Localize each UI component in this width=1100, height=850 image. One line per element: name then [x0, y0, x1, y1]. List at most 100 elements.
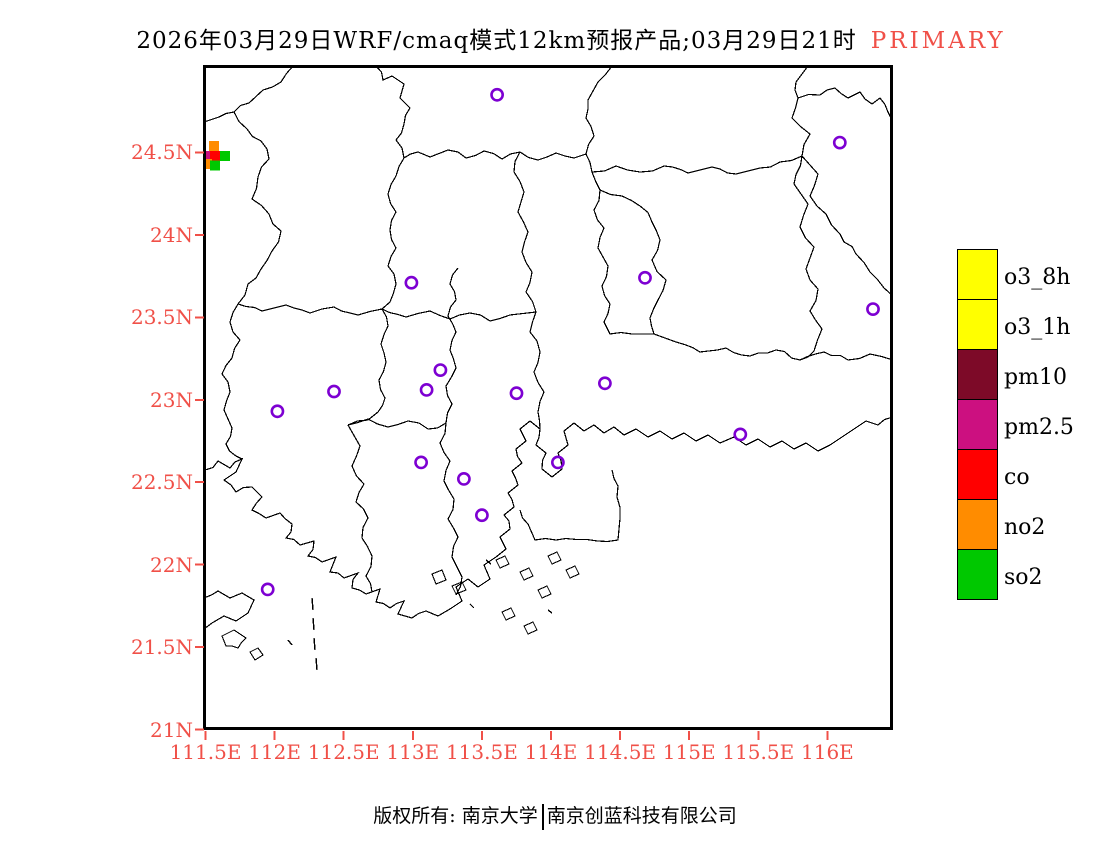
- city-marker: [404, 275, 419, 290]
- lat-tick-label: 21.5N: [130, 635, 193, 660]
- plot-title-highlight: PRIMARY: [870, 28, 1006, 54]
- city-marker: [638, 270, 652, 285]
- city-marker: [832, 135, 847, 150]
- pollutant-cell-no2: [208, 140, 219, 151]
- city-marker: [419, 382, 434, 397]
- lat-tick-label: 22.5N: [130, 470, 193, 495]
- lat-tick-label: 23N: [150, 387, 193, 412]
- maritime-dash: [469, 603, 475, 609]
- island-outline: [451, 581, 467, 595]
- legend-label-co: co: [1004, 465, 1030, 490]
- maritime-dash: [315, 657, 318, 671]
- legend-label-pm10: pm10: [1004, 365, 1067, 390]
- county-boundary: [439, 422, 463, 596]
- county-boundary: [529, 311, 545, 430]
- county-boundary: [793, 155, 823, 361]
- island-outline: [495, 555, 510, 569]
- county-boundary: [206, 417, 890, 619]
- county-boundary: [585, 68, 654, 335]
- city-marker: [509, 386, 524, 401]
- island-outline: [221, 629, 247, 649]
- pollutant-cell-so2: [210, 160, 221, 171]
- city-marker: [551, 455, 565, 470]
- lon-tick-label: 114E: [524, 740, 578, 764]
- county-boundary: [221, 111, 282, 460]
- pollutant-cell-no2: [206, 159, 212, 169]
- city-marker: [414, 455, 428, 470]
- county-boundary: [403, 149, 587, 161]
- island-outline: [537, 585, 552, 599]
- legend-swatch-so2: [957, 549, 998, 600]
- county-boundary: [797, 87, 890, 118]
- city-marker: [270, 404, 285, 419]
- map-content: [206, 68, 890, 671]
- lon-tick-label: 111.5E: [169, 740, 242, 764]
- city-marker: [866, 302, 880, 316]
- lon-tick-label: 115.5E: [722, 740, 795, 764]
- county-boundary: [653, 333, 890, 361]
- lon-tick-label: 113.5E: [445, 740, 518, 764]
- legend-swatch-co: [957, 449, 998, 500]
- maritime-dash: [287, 639, 293, 646]
- lon-tick-label: 112.5E: [307, 740, 380, 764]
- legend-label-o3_8h: o3_8h: [1004, 265, 1071, 290]
- county-boundary: [237, 303, 383, 316]
- maritime-dash: [313, 637, 316, 651]
- map-frame: [203, 65, 893, 730]
- city-marker: [598, 376, 612, 391]
- lon-tick-label: 113E: [386, 740, 440, 764]
- county-boundary: [347, 68, 411, 426]
- pollutant-cell-pm2.5: [206, 150, 212, 161]
- city-marker: [733, 427, 748, 442]
- copyright-footer: 版权所有: 南京大学 南京创蓝科技有限公司: [0, 801, 1100, 830]
- maritime-dash: [485, 559, 492, 565]
- plot-title: 2026年03月29日WRF/cmaq模式12km预报产品;03月29日21时 P…: [0, 21, 1100, 55]
- divider-bar: [541, 804, 544, 830]
- lat-tick-label: 21N: [150, 717, 193, 742]
- maritime-dash: [311, 597, 314, 611]
- legend-label-no2: no2: [1004, 515, 1046, 540]
- city-marker: [474, 508, 489, 523]
- lon-tick-label: 116E: [801, 740, 854, 764]
- lon-tick-label: 114.5E: [584, 740, 657, 764]
- county-boundary: [381, 308, 537, 322]
- plot-title-text: 2026年03月29日WRF/cmaq模式12km预报产品;03月29日21时: [136, 28, 857, 54]
- lat-tick-label: 23.5N: [130, 305, 193, 330]
- legend-label-so2: so2: [1004, 565, 1043, 590]
- lat-tick-label: 24N: [150, 222, 193, 247]
- island-outline: [501, 607, 516, 621]
- legend-swatch-pm2.5: [957, 399, 998, 450]
- county-boundary: [599, 189, 667, 335]
- company-name: 南京创蓝科技有限公司: [546, 805, 737, 827]
- legend-swatch-pm10: [957, 349, 998, 400]
- county-boundary: [519, 469, 621, 543]
- island-outline: [519, 567, 534, 581]
- legend-label-o3_1h: o3_1h: [1004, 315, 1071, 340]
- lon-tick-label: 112E: [248, 740, 301, 764]
- county-boundary: [347, 418, 447, 430]
- legend-swatch-no2: [957, 499, 998, 550]
- legend-swatch-o3_1h: [957, 299, 998, 350]
- legend-label-pm2.5: pm2.5: [1004, 415, 1074, 440]
- county-boundary: [206, 590, 255, 629]
- county-boundary: [206, 68, 293, 122]
- maritime-dash: [312, 617, 315, 631]
- city-marker: [433, 363, 448, 377]
- county-boundary: [347, 424, 373, 593]
- pollutant-cell-co: [210, 150, 221, 161]
- island-outline: [547, 551, 562, 565]
- maritime-dash: [547, 609, 553, 614]
- island-outline: [431, 569, 447, 585]
- county-boundary: [445, 267, 459, 424]
- lat-tick-label: 22N: [150, 552, 193, 577]
- lat-tick-label: 24.5N: [130, 140, 193, 165]
- city-marker: [260, 582, 275, 597]
- pollutant-cell-so2: [219, 150, 230, 161]
- city-marker: [456, 471, 471, 486]
- copyright-text: 版权所有: 南京大学: [373, 805, 538, 827]
- island-outline: [249, 647, 264, 661]
- lon-tick-label: 115E: [662, 740, 716, 764]
- city-marker: [327, 384, 341, 399]
